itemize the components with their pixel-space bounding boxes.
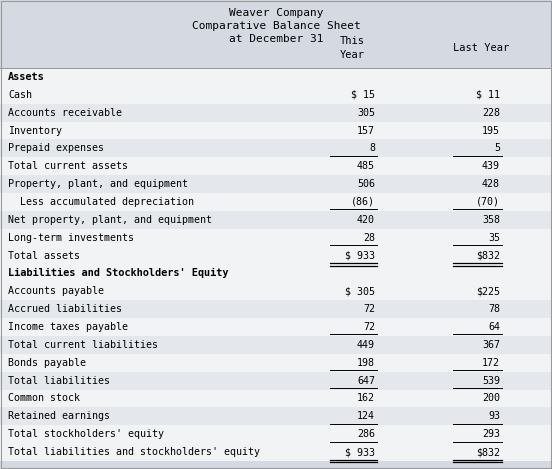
Bar [0,300,552,318]
Text: 485: 485 [357,161,375,171]
Text: Total stockholders' equity: Total stockholders' equity [8,429,164,439]
Text: Accounts payable: Accounts payable [8,286,104,296]
Text: 286: 286 [357,429,375,439]
Bar [0,68,552,86]
Text: Prepaid expenses: Prepaid expenses [8,144,104,153]
Bar [0,121,552,139]
Text: This
Year: This Year [340,37,365,60]
Text: 367: 367 [482,340,500,350]
Bar [0,229,552,247]
Text: Bonds payable: Bonds payable [8,358,86,368]
Text: Retained earnings: Retained earnings [8,411,110,421]
Text: 506: 506 [357,179,375,189]
Text: Total current liabilities: Total current liabilities [8,340,158,350]
Text: Less accumulated depreciation: Less accumulated depreciation [8,197,194,207]
Text: $832: $832 [476,250,500,261]
Text: 293: 293 [482,429,500,439]
Bar [0,68,552,461]
Bar [0,86,552,104]
Text: Inventory: Inventory [8,126,62,136]
Text: 64: 64 [488,322,500,332]
Bar [0,336,552,354]
Text: 358: 358 [482,215,500,225]
Text: (70): (70) [476,197,500,207]
Bar [0,371,552,390]
Bar [0,0,552,68]
Text: 420: 420 [357,215,375,225]
Text: 124: 124 [357,411,375,421]
Bar [0,390,552,408]
Text: Property, plant, and equipment: Property, plant, and equipment [8,179,188,189]
Bar [0,139,552,157]
Text: 72: 72 [363,322,375,332]
Text: Weaver Company: Weaver Company [229,8,323,18]
Text: Total assets: Total assets [8,250,80,261]
Text: 198: 198 [357,358,375,368]
Bar [0,104,552,121]
Bar [0,265,552,282]
Text: 439: 439 [482,161,500,171]
Text: 172: 172 [482,358,500,368]
Text: 305: 305 [357,108,375,118]
Text: Income taxes payable: Income taxes payable [8,322,128,332]
Bar [0,175,552,193]
Text: 162: 162 [357,393,375,403]
Text: $ 15: $ 15 [351,90,375,100]
Text: Total liabilities: Total liabilities [8,376,110,386]
Text: $ 305: $ 305 [345,286,375,296]
Text: 93: 93 [488,411,500,421]
Text: 228: 228 [482,108,500,118]
Text: 8: 8 [369,144,375,153]
Text: Long-term investments: Long-term investments [8,233,134,242]
Bar [0,193,552,211]
Text: 195: 195 [482,126,500,136]
Bar [0,318,552,336]
Bar [0,443,552,461]
Text: $832: $832 [476,447,500,457]
Text: 5: 5 [494,144,500,153]
Bar [0,408,552,425]
Text: 200: 200 [482,393,500,403]
Bar [0,425,552,443]
Bar [0,157,552,175]
Text: $225: $225 [476,286,500,296]
Bar [0,461,552,469]
Text: Cash: Cash [8,90,32,100]
Text: Comparative Balance Sheet: Comparative Balance Sheet [192,21,360,31]
Text: Common stock: Common stock [8,393,80,403]
Bar [0,211,552,229]
Text: Total liabilities and stockholders' equity: Total liabilities and stockholders' equi… [8,447,260,457]
Text: Total current assets: Total current assets [8,161,128,171]
Bar [0,247,552,265]
Text: 539: 539 [482,376,500,386]
Text: $ 11: $ 11 [476,90,500,100]
Bar [0,354,552,371]
Text: (86): (86) [351,197,375,207]
Text: 428: 428 [482,179,500,189]
Text: 449: 449 [357,340,375,350]
Text: Net property, plant, and equipment: Net property, plant, and equipment [8,215,212,225]
Text: 28: 28 [363,233,375,242]
Text: $ 933: $ 933 [345,250,375,261]
Text: 35: 35 [488,233,500,242]
Text: Accounts receivable: Accounts receivable [8,108,122,118]
Bar [0,282,552,300]
Text: Assets: Assets [8,72,45,82]
Text: 78: 78 [488,304,500,314]
Text: Accrued liabilities: Accrued liabilities [8,304,122,314]
Text: 647: 647 [357,376,375,386]
Text: at December 31: at December 31 [229,34,323,44]
Text: $ 933: $ 933 [345,447,375,457]
Text: Liabilities and Stockholders' Equity: Liabilities and Stockholders' Equity [8,268,229,279]
Text: 72: 72 [363,304,375,314]
Text: Last Year: Last Year [453,43,509,53]
Text: 157: 157 [357,126,375,136]
